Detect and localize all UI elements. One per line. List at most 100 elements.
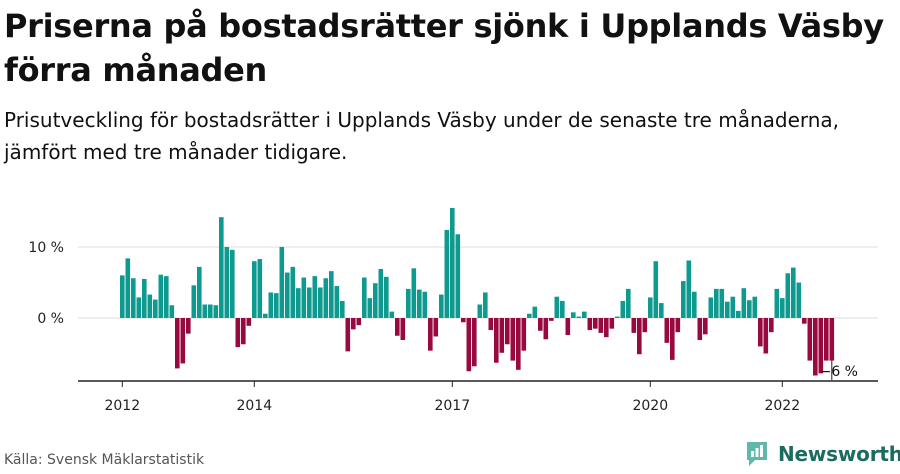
bar[interactable] — [312, 276, 318, 318]
bar[interactable] — [494, 318, 499, 363]
bar[interactable] — [351, 318, 356, 330]
bar[interactable] — [406, 288, 411, 318]
bar[interactable] — [686, 260, 692, 318]
bar[interactable] — [675, 318, 681, 333]
bar[interactable] — [191, 285, 197, 318]
bar[interactable] — [290, 266, 296, 318]
bar[interactable] — [604, 318, 609, 338]
bar[interactable] — [345, 318, 351, 352]
bar[interactable] — [329, 271, 334, 318]
bar[interactable] — [587, 318, 593, 331]
bar[interactable] — [274, 293, 279, 318]
bar[interactable] — [158, 274, 164, 318]
bar[interactable] — [785, 273, 791, 318]
bar[interactable] — [780, 298, 785, 318]
bar[interactable] — [147, 294, 153, 318]
bar[interactable] — [455, 234, 461, 318]
bar[interactable] — [356, 318, 362, 326]
bar[interactable] — [681, 281, 686, 318]
bar[interactable] — [186, 318, 191, 334]
bar[interactable] — [428, 318, 433, 351]
bar[interactable] — [774, 288, 780, 318]
bar[interactable] — [527, 313, 532, 318]
bar[interactable] — [257, 259, 263, 318]
bar[interactable] — [483, 292, 488, 318]
bar[interactable] — [609, 318, 615, 329]
bar[interactable] — [818, 318, 824, 374]
bar[interactable] — [461, 318, 466, 323]
bar[interactable] — [472, 318, 477, 367]
bar[interactable] — [593, 318, 598, 329]
bar[interactable] — [334, 286, 340, 318]
bar[interactable] — [653, 261, 659, 318]
bar[interactable] — [279, 247, 285, 318]
bar[interactable] — [510, 318, 516, 361]
bar[interactable] — [802, 318, 807, 324]
bar[interactable] — [175, 318, 180, 369]
bar[interactable] — [554, 296, 560, 318]
bar[interactable] — [549, 318, 554, 321]
bar[interactable] — [521, 318, 527, 351]
bar[interactable] — [439, 294, 444, 318]
bar[interactable] — [747, 300, 752, 318]
bar[interactable] — [598, 318, 604, 333]
bar[interactable] — [296, 288, 301, 318]
bar[interactable] — [417, 289, 422, 318]
bar[interactable] — [131, 278, 136, 318]
bar[interactable] — [202, 304, 208, 318]
bar[interactable] — [120, 275, 125, 318]
bar[interactable] — [796, 282, 802, 319]
bar[interactable] — [736, 310, 741, 318]
bar[interactable] — [125, 258, 131, 318]
bar[interactable] — [499, 318, 505, 353]
bar[interactable] — [659, 303, 664, 318]
bar[interactable] — [708, 297, 714, 318]
bar[interactable] — [444, 229, 450, 318]
bar[interactable] — [422, 291, 428, 318]
bar[interactable] — [208, 304, 213, 318]
bar[interactable] — [252, 261, 257, 318]
bar[interactable] — [450, 207, 455, 318]
bar[interactable] — [813, 318, 818, 376]
bar[interactable] — [769, 318, 774, 333]
bar[interactable] — [213, 305, 219, 318]
bar[interactable] — [692, 291, 697, 318]
bar[interactable] — [268, 292, 274, 318]
bar[interactable] — [620, 300, 626, 318]
bar[interactable] — [560, 300, 565, 318]
bar[interactable] — [466, 318, 472, 372]
bar[interactable] — [642, 318, 648, 333]
bar[interactable] — [763, 318, 769, 354]
bar[interactable] — [626, 288, 631, 318]
bar[interactable] — [235, 318, 241, 348]
bar[interactable] — [571, 312, 576, 318]
bar[interactable] — [263, 313, 268, 318]
bar[interactable] — [285, 272, 290, 318]
bar[interactable] — [246, 318, 252, 326]
bar[interactable] — [730, 296, 736, 318]
bar[interactable] — [318, 287, 323, 318]
bar[interactable] — [582, 311, 587, 318]
bar[interactable] — [532, 306, 538, 318]
bar[interactable] — [758, 318, 763, 347]
bar[interactable] — [367, 298, 373, 318]
bar[interactable] — [373, 283, 378, 318]
bar[interactable] — [164, 276, 169, 318]
bar[interactable] — [725, 301, 730, 318]
bar[interactable] — [538, 318, 543, 331]
bar[interactable] — [670, 318, 675, 360]
bar[interactable] — [362, 277, 367, 318]
bar[interactable] — [807, 318, 813, 361]
bar[interactable] — [741, 288, 747, 318]
bar[interactable] — [378, 269, 384, 318]
bar[interactable] — [433, 318, 439, 337]
bar[interactable] — [307, 287, 312, 318]
bar[interactable] — [241, 318, 246, 345]
bar[interactable] — [505, 318, 510, 345]
bar[interactable] — [197, 266, 202, 318]
bar[interactable] — [180, 318, 186, 364]
bar[interactable] — [219, 217, 224, 318]
bar[interactable] — [395, 318, 400, 336]
bar[interactable] — [340, 300, 345, 318]
bar[interactable] — [615, 316, 620, 318]
